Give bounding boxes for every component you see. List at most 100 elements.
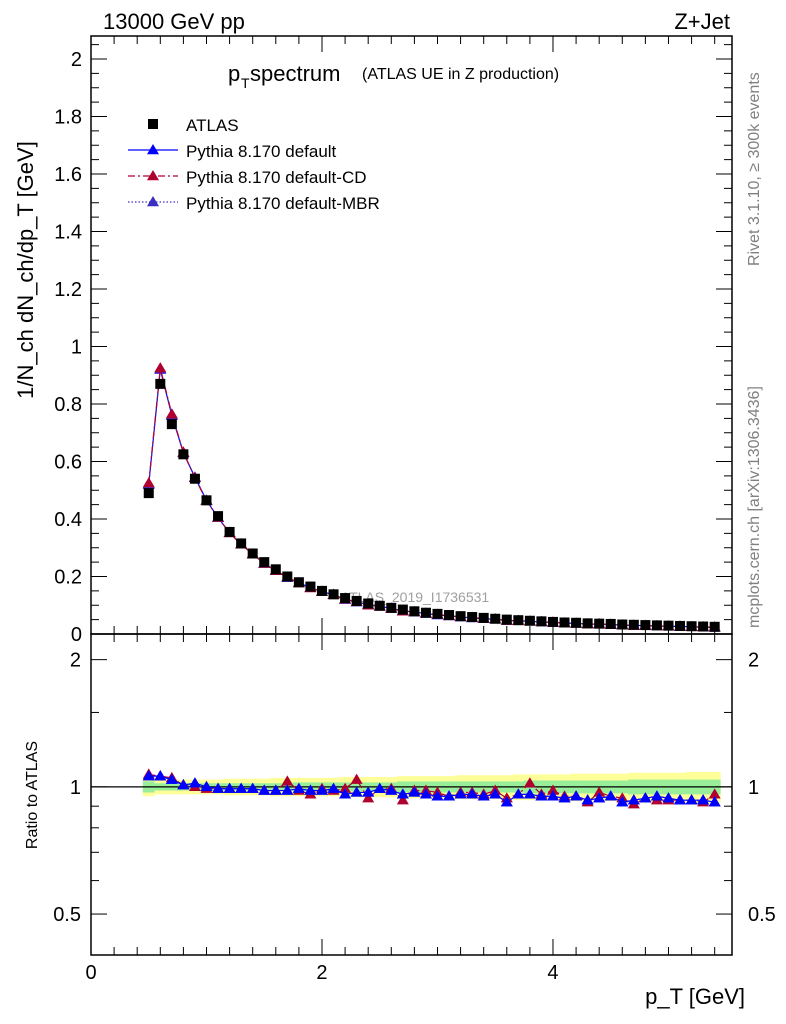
data-point — [155, 378, 166, 389]
ratio-point — [385, 784, 398, 795]
ratio-point — [546, 790, 559, 801]
data-point — [165, 408, 178, 419]
data-point — [547, 616, 558, 627]
ratio-y-tick-label: 0.5 — [53, 904, 81, 926]
watermark-label: ATLAS_2019_I1736531 — [341, 589, 490, 605]
ratio-point — [466, 788, 479, 799]
data-point — [293, 577, 304, 588]
ratio-point — [281, 775, 294, 786]
ratio-point — [177, 779, 190, 790]
ratio-point — [558, 792, 571, 803]
y-tick-label: 1.2 — [54, 279, 82, 301]
ratio-point — [362, 786, 375, 797]
data-point — [559, 617, 570, 628]
data-point — [617, 619, 628, 630]
ratio-point — [281, 784, 294, 795]
ratio-point — [142, 770, 155, 781]
ratio-point — [708, 796, 721, 807]
legend-marker — [147, 196, 159, 207]
data-point — [444, 610, 455, 621]
ratio-point — [639, 792, 652, 803]
ratio-point — [362, 792, 375, 803]
data-point — [571, 617, 582, 628]
data-point — [270, 564, 281, 575]
ratio-point — [523, 788, 536, 799]
series-atlas — [143, 378, 720, 632]
ratio-point — [477, 790, 490, 801]
ratio-y-axis-label-text: Ratio to ATLAS — [24, 741, 41, 849]
ratio-y-tick-label: 1 — [70, 777, 81, 799]
data-point — [201, 495, 212, 506]
y-tick-label: 1.6 — [54, 164, 82, 186]
data-point — [340, 593, 351, 604]
legend-marker — [147, 144, 159, 155]
ratio-point — [431, 790, 444, 801]
ratio-point — [235, 782, 248, 793]
data-point — [224, 526, 235, 537]
y-tick-label: 0.2 — [54, 567, 82, 589]
data-point — [328, 589, 339, 600]
data-point — [154, 362, 167, 373]
ratio-point — [489, 788, 502, 799]
ratio-point — [339, 782, 352, 793]
data-point — [305, 581, 316, 592]
title-p: p — [228, 61, 240, 86]
data-point — [628, 619, 639, 630]
ratio-y-tick-label-right: 0.5 — [748, 904, 776, 926]
ratio-point — [581, 794, 594, 805]
data-point — [189, 473, 200, 484]
ratio-point — [292, 782, 305, 793]
data-point — [640, 620, 651, 631]
x-axis-label: p_T [GeV] — [645, 984, 745, 1009]
data-point — [513, 615, 524, 626]
data-point — [455, 611, 466, 622]
ratio-point — [200, 780, 213, 792]
y-axis-label-text: 1/N_ch dN_ch/dp_T [GeV] — [13, 141, 38, 399]
data-point — [247, 548, 258, 559]
data-point — [420, 607, 431, 618]
data-point — [397, 604, 408, 615]
data-point — [501, 614, 512, 625]
ratio-point — [570, 790, 583, 801]
energy-label: 13000 GeV pp — [103, 9, 245, 34]
ratio-point — [212, 782, 225, 793]
legend-marker — [147, 170, 159, 181]
y-tick-label: 1.8 — [54, 107, 82, 129]
data-point — [213, 511, 224, 522]
ratio-point — [593, 786, 606, 797]
data-point — [316, 585, 327, 596]
ratio-point — [443, 790, 456, 801]
data-point — [490, 613, 501, 624]
data-point — [409, 606, 420, 617]
ratio-point — [697, 794, 710, 805]
ratio-point — [154, 770, 167, 781]
y-tick-label: 0.4 — [54, 509, 82, 531]
data-point — [651, 620, 662, 631]
y-tick-label: 1.4 — [54, 222, 82, 244]
ratio-point — [650, 790, 663, 801]
data-point — [478, 612, 489, 623]
x-tick-label: 4 — [547, 962, 558, 984]
data-point — [142, 477, 155, 488]
title-rest: spectrum — [250, 61, 340, 86]
y-tick-label: 0 — [71, 624, 82, 646]
ratio-point — [339, 788, 352, 799]
y-tick-label: 0.8 — [54, 394, 82, 416]
data-point — [351, 595, 362, 606]
data-point — [605, 618, 616, 629]
ratio-y-tick-label-right: 2 — [748, 650, 759, 672]
ratio-point — [269, 784, 282, 795]
data-point — [709, 621, 720, 632]
ratio-y-tick-label-right: 1 — [748, 777, 759, 799]
data-point — [259, 557, 270, 568]
legend-marker — [148, 119, 158, 129]
ratio-plot-frame — [90, 633, 733, 956]
data-point — [675, 620, 686, 631]
ratio-point — [373, 782, 386, 793]
ratio-point — [454, 788, 467, 799]
data-point — [594, 618, 605, 629]
ratio-point — [304, 784, 317, 795]
ratio-point — [604, 790, 617, 801]
